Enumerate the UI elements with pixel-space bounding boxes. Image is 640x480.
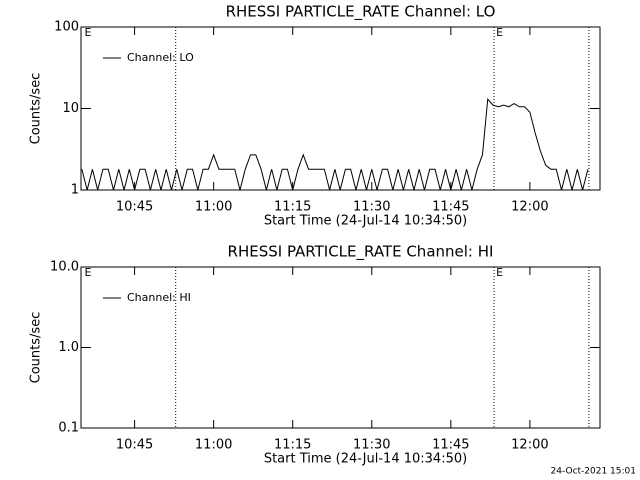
- x-tick-label: 10:45: [116, 438, 153, 453]
- legend-label: Channel: LO: [127, 51, 194, 64]
- y-axis-label: Counts/sec: [29, 73, 44, 145]
- x-tick-label: 12:00: [511, 438, 548, 453]
- chart-title: RHESSI PARTICLE_RATE Channel: HI: [228, 243, 494, 262]
- footer: 24-Oct-2021 15:01: [551, 467, 636, 477]
- y-tick-label: 100: [54, 20, 79, 35]
- y-tick-label: 1.0: [58, 340, 79, 355]
- data-line: [81, 98, 589, 191]
- x-tick-label: 12:00: [511, 200, 548, 215]
- y-tick-label: 0.1: [58, 421, 79, 436]
- x-tick-label: 11:00: [195, 200, 232, 215]
- x-tick-label: 11:30: [353, 200, 390, 215]
- x-tick-label: 11:45: [432, 200, 469, 215]
- event-marker: E: [85, 266, 92, 279]
- x-tick-label: 10:45: [116, 200, 153, 215]
- legend-label: Channel: HI: [127, 291, 191, 304]
- chart-title: RHESSI PARTICLE_RATE Channel: LO: [226, 3, 496, 22]
- y-tick-label: 1: [71, 183, 79, 198]
- x-tick-label: 11:15: [274, 200, 311, 215]
- y-tick-label: 10.0: [50, 260, 79, 275]
- x-axis-label: Start Time (24-Jul-14 10:34:50): [264, 452, 467, 467]
- event-marker: E: [496, 26, 503, 39]
- event-marker: E: [496, 266, 503, 279]
- event-marker: E: [85, 26, 92, 39]
- x-tick-label: 11:00: [195, 438, 232, 453]
- x-tick-label: 11:45: [432, 438, 469, 453]
- x-axis-label: Start Time (24-Jul-14 10:34:50): [264, 214, 467, 229]
- x-tick-label: 11:30: [353, 438, 390, 453]
- x-tick-label: 11:15: [274, 438, 311, 453]
- y-tick-label: 10: [62, 101, 79, 116]
- y-axis-label: Counts/sec: [29, 312, 44, 384]
